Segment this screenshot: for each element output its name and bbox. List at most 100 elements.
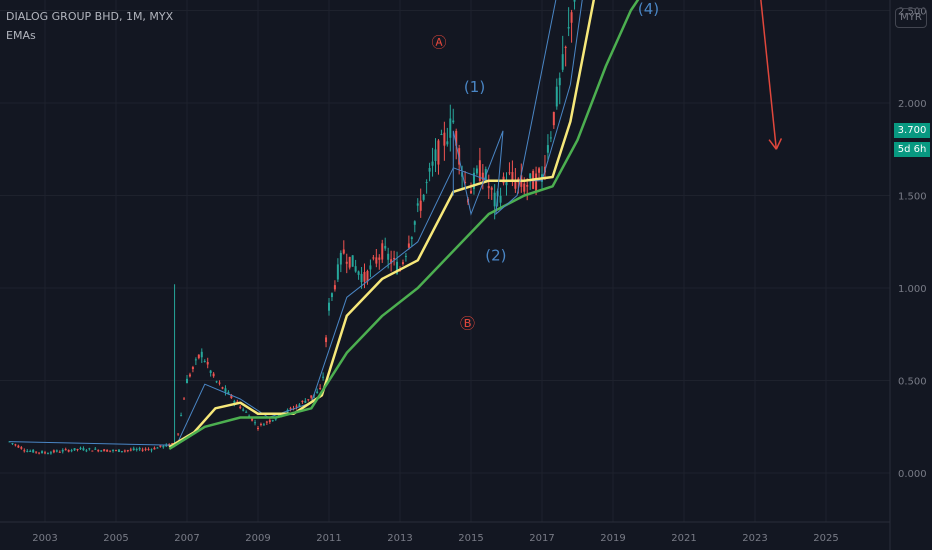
candle-body [425,182,428,184]
candle-body [221,387,224,389]
wave-label: (1) [464,78,485,96]
candle-body [322,376,325,378]
candle-body [325,337,328,343]
candle-body [52,450,55,453]
candle-body [514,180,517,189]
candle-body [393,257,396,260]
candle-body [141,449,144,451]
candle-body [14,444,17,446]
y-tick-label: 0.000 [898,469,927,480]
candle-body [354,266,357,272]
candle-body [535,173,538,191]
candle-body [295,405,298,407]
candle-body [310,395,313,398]
candle-body [58,451,61,453]
wave-label: (4) [638,0,659,18]
candle-body [35,451,38,453]
candle-body [401,262,404,264]
candle-body [55,450,58,452]
candle-body [422,194,425,200]
y-tick-label: 0.500 [898,377,927,388]
candle-body [561,54,564,70]
candle-body [375,257,378,264]
candle-body [437,140,440,165]
candle-body [150,449,153,451]
candle-body [555,86,558,107]
candle-body [129,449,132,451]
candle-body [180,415,183,417]
candle-body [186,378,188,384]
indicator-label[interactable]: EMAs [6,29,36,42]
candle-body [112,449,115,451]
candle-body [212,373,215,377]
candle-body [546,145,549,153]
candle-body [416,203,419,206]
ema-line-3 [168,0,640,450]
currency-badge[interactable]: MYR [895,8,927,28]
candle-body [274,418,277,420]
candle-body [475,168,478,174]
candle-body [85,450,88,452]
candle-body [233,401,236,403]
candle-body [523,183,526,192]
wave-label: (2) [485,246,506,264]
candle-body [298,404,301,407]
candle-body [230,394,233,399]
candle-body [103,449,106,452]
candle-body [499,195,502,203]
x-tick-label: 2019 [600,533,625,544]
candle-body [330,293,333,298]
candle-body [564,46,567,49]
candle-body [289,407,292,409]
candle-body [153,447,156,450]
candle-body [76,448,79,450]
forecast-arrow-head [775,138,783,150]
candle-body [117,449,120,452]
candle-body [381,243,384,260]
candle-body [209,370,212,374]
candle-body [44,452,46,454]
candle-body [434,149,437,162]
candle-body [254,422,257,424]
candle-body [472,172,475,189]
candle-body [529,173,532,178]
candle-body [446,141,449,145]
wave-path [452,0,557,216]
y-tick-label: 2.500 [898,7,927,18]
candle-body [508,172,511,174]
candle-body [156,447,159,449]
candle-body [369,265,372,270]
candle-body [197,354,200,359]
forecast-arrow [760,0,778,150]
candle-body [109,450,112,452]
candle-body [481,172,484,180]
candle-body [183,398,186,400]
candle-body [449,118,452,138]
y-tick-label: 2.000 [898,99,927,110]
candle-body [215,381,218,383]
candle-body [79,447,82,450]
candle-body [188,374,191,377]
candle-body [549,137,552,139]
candle-body [46,453,49,455]
x-tick-label: 2007 [174,533,199,544]
candle-body [38,452,41,454]
candle-body [138,448,141,450]
candle-body [32,449,35,453]
candle-body [162,445,165,448]
candle-body [251,418,254,421]
candle-body [224,388,227,392]
x-tick-label: 2009 [245,533,270,544]
candle-body [206,361,209,365]
candle-body [360,273,363,283]
candle-body [319,387,322,390]
candle-body [268,420,271,423]
x-tick-label: 2017 [529,533,554,544]
candle-body [265,421,268,423]
candle-body [573,0,576,2]
candle-body [70,450,73,452]
candle-body [203,360,206,362]
candle-body [440,133,443,135]
candle-body [218,382,221,384]
